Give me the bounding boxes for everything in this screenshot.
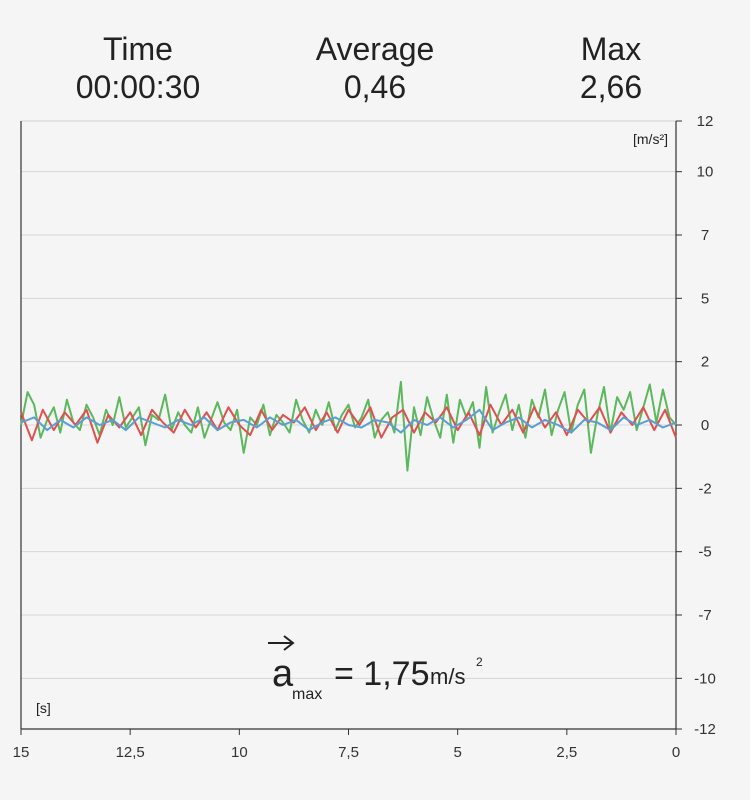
amax-subscript: max <box>292 686 323 703</box>
x-tick-label: 7,5 <box>338 744 359 761</box>
x-tick-label: 15 <box>13 744 30 761</box>
series-line-1 <box>20 403 677 444</box>
amax-symbol: a <box>272 653 294 695</box>
x-tick-label: 2,5 <box>556 744 577 761</box>
y-tick-label: -10 <box>694 670 716 687</box>
y-tick-label: -5 <box>698 544 711 561</box>
y-tick-label: -7 <box>698 607 711 624</box>
amax-readout: a max = 1,75 m/s 2 <box>262 632 562 703</box>
amax-unit: m/s <box>430 664 466 689</box>
amax-value: = 1,75 <box>334 655 430 693</box>
stat-max-label: Max <box>580 31 642 67</box>
y-tick-label: -12 <box>694 721 716 738</box>
stat-max: Max 2,66 <box>511 30 711 106</box>
stat-average-label: Average <box>315 31 435 67</box>
y-tick-label: 7 <box>701 227 709 244</box>
stat-average: Average 0,46 <box>275 30 475 106</box>
y-tick-label: 12 <box>697 113 714 130</box>
y-unit-label: [m/s²] <box>633 131 668 147</box>
vector-arrow-icon <box>268 635 295 651</box>
stat-time: Time 00:00:30 <box>38 30 238 106</box>
x-unit-label: [s] <box>36 700 51 716</box>
y-tick-label: -2 <box>698 480 711 497</box>
stat-max-value: 2,66 <box>579 69 643 105</box>
y-tick-label: 2 <box>701 354 709 371</box>
y-tick-label: 10 <box>697 164 714 181</box>
x-tick-label: 5 <box>453 744 461 761</box>
series-line-2 <box>20 408 677 434</box>
x-tick-label: 12,5 <box>116 744 145 761</box>
amax-unit-exponent: 2 <box>476 655 483 669</box>
x-tick-label: 10 <box>231 744 248 761</box>
stat-time-label: Time <box>103 31 173 67</box>
stat-average-value: 0,46 <box>343 69 407 105</box>
x-tick-label: 0 <box>672 744 680 761</box>
series-line-0 <box>20 380 677 472</box>
stat-time-value: 00:00:30 <box>75 69 201 105</box>
y-tick-label: 0 <box>701 417 709 434</box>
y-tick-label: 5 <box>701 290 709 307</box>
